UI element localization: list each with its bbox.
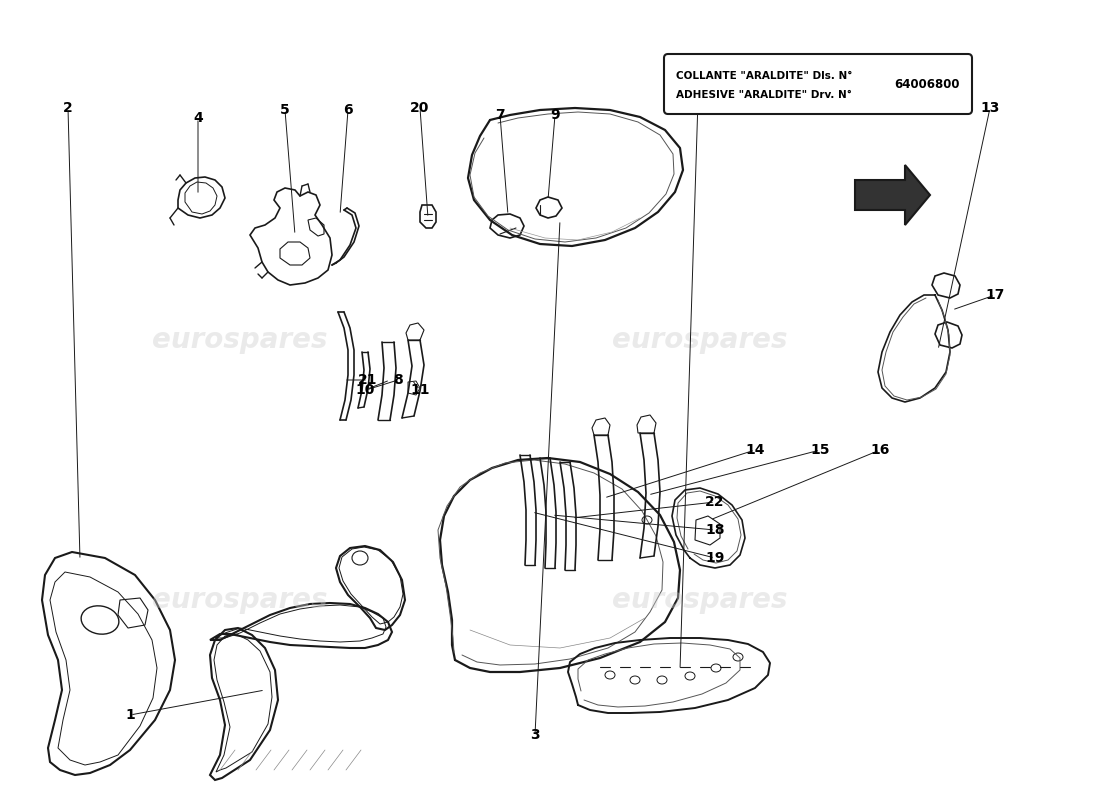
Text: 2: 2: [63, 101, 73, 115]
Text: eurospares: eurospares: [152, 586, 328, 614]
Text: eurospares: eurospares: [152, 326, 328, 354]
Text: ADHESIVE "ARALDITE" Drv. N°: ADHESIVE "ARALDITE" Drv. N°: [676, 90, 851, 101]
Text: 19: 19: [705, 551, 725, 565]
Text: 20: 20: [410, 101, 430, 115]
Text: 21: 21: [359, 373, 377, 387]
Text: 15: 15: [811, 443, 829, 457]
Text: 17: 17: [986, 288, 1004, 302]
Text: eurospares: eurospares: [613, 586, 788, 614]
Text: 9: 9: [550, 108, 560, 122]
Text: eurospares: eurospares: [613, 326, 788, 354]
Text: 8: 8: [393, 373, 403, 387]
Text: 14: 14: [746, 443, 764, 457]
Text: 16: 16: [870, 443, 890, 457]
Text: 7: 7: [495, 108, 505, 122]
Text: 5: 5: [280, 103, 290, 117]
Text: 1: 1: [125, 708, 135, 722]
Polygon shape: [855, 165, 930, 225]
Text: 18: 18: [705, 523, 725, 537]
Text: 6: 6: [343, 103, 353, 117]
Text: 64006800: 64006800: [894, 78, 960, 90]
Text: 4: 4: [194, 111, 202, 125]
FancyBboxPatch shape: [664, 54, 972, 114]
Text: 22: 22: [705, 495, 725, 509]
Text: 12: 12: [689, 93, 707, 107]
Text: 3: 3: [530, 728, 540, 742]
Text: 13: 13: [980, 101, 1000, 115]
Text: 10: 10: [355, 383, 375, 397]
Text: 11: 11: [410, 383, 430, 397]
Text: COLLANTE "ARALDITE" Dls. N°: COLLANTE "ARALDITE" Dls. N°: [676, 71, 852, 82]
